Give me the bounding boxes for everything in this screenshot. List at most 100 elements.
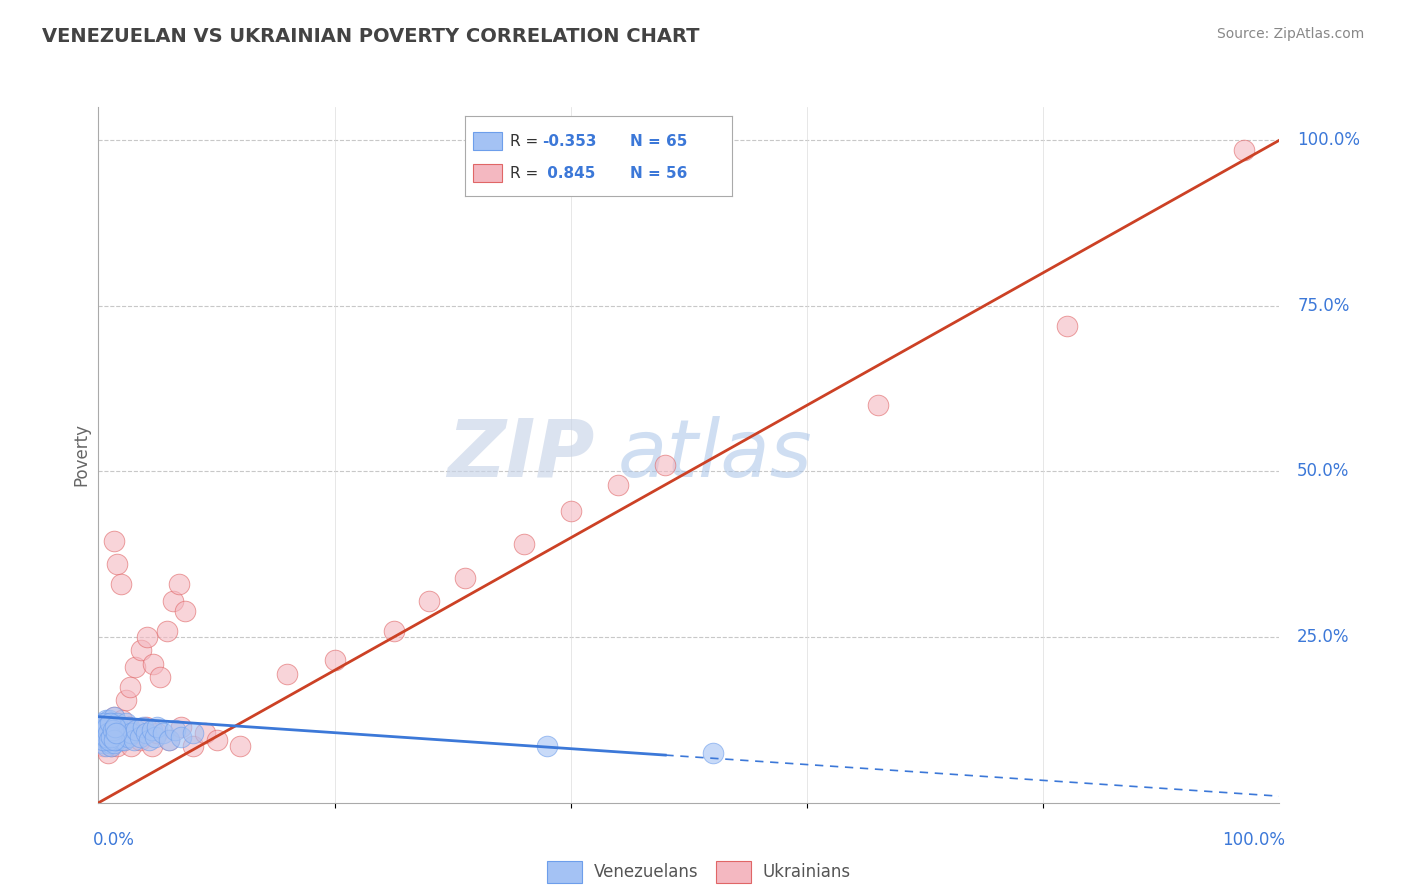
Text: ZIP: ZIP [447,416,595,494]
Point [117,730,139,744]
Point [276,666,298,681]
Point [103,732,125,747]
Point [122,726,145,740]
Point [105,720,128,734]
Point [94,732,117,747]
Point [104,720,127,734]
Point [128,732,150,747]
Point [112,726,135,740]
Point [103,709,125,723]
Point [205,732,228,747]
Point [97,746,120,760]
Point [1233,143,1256,157]
Point [152,726,174,740]
Point [536,739,558,754]
Point [165,723,187,737]
Point [157,732,180,747]
Point [112,732,135,747]
Point [121,726,143,740]
Point [170,730,193,744]
Point [118,720,141,734]
Point [149,670,172,684]
Point [114,693,136,707]
Point [173,604,195,618]
Text: -0.353: -0.353 [541,134,596,149]
Y-axis label: Poverty: Poverty [72,424,90,486]
Point [866,398,889,412]
Point [110,732,132,747]
Point [112,732,135,747]
Point [98,732,121,747]
Point [114,716,136,731]
Point [94,739,117,754]
Point [121,739,143,754]
Point [98,713,121,727]
Text: 50.0%: 50.0% [1298,462,1350,481]
Point [111,713,134,727]
Point [607,477,630,491]
Point [98,716,121,731]
Text: N = 56: N = 56 [630,166,688,181]
Point [93,723,115,737]
Point [100,739,122,754]
Text: atlas: atlas [619,416,813,494]
Point [100,730,122,744]
Point [141,739,163,754]
Point [108,726,131,740]
Point [181,726,204,740]
Point [105,558,128,572]
Point [98,732,121,747]
Point [122,732,145,747]
Point [91,739,114,754]
Point [97,726,120,740]
Text: 100.0%: 100.0% [1298,131,1360,149]
Point [108,723,131,737]
Bar [472,132,502,150]
Point [654,458,676,472]
Point [323,653,346,667]
Point [1056,318,1078,333]
Point [100,739,122,754]
Point [93,732,115,747]
Point [560,504,582,518]
Text: 0.0%: 0.0% [93,830,135,848]
Point [194,726,217,740]
Point [107,730,129,744]
Bar [472,164,502,182]
Point [101,723,124,737]
Point [91,726,114,740]
Point [91,732,114,747]
Point [94,713,117,727]
Point [117,720,139,734]
Point [105,732,128,747]
Point [105,716,128,731]
Point [135,630,157,644]
Point [702,746,724,760]
Point [129,643,152,657]
Point [110,577,132,591]
Point [512,537,534,551]
Point [105,726,128,740]
Point [100,716,122,731]
Point [105,726,128,740]
Point [120,680,142,694]
Point [132,720,155,734]
Point [98,732,121,747]
Point [104,732,127,747]
Point [111,720,134,734]
Point [156,624,179,638]
Point [105,739,128,754]
Point [125,723,148,737]
Point [91,736,114,750]
Point [90,720,112,734]
Point [96,723,118,737]
Point [128,730,150,744]
Point [135,726,157,740]
Text: R =: R = [510,134,543,149]
Point [142,657,165,671]
Point [103,736,125,750]
Point [229,739,252,754]
Point [143,730,166,744]
Point [141,723,163,737]
Point [98,726,121,740]
